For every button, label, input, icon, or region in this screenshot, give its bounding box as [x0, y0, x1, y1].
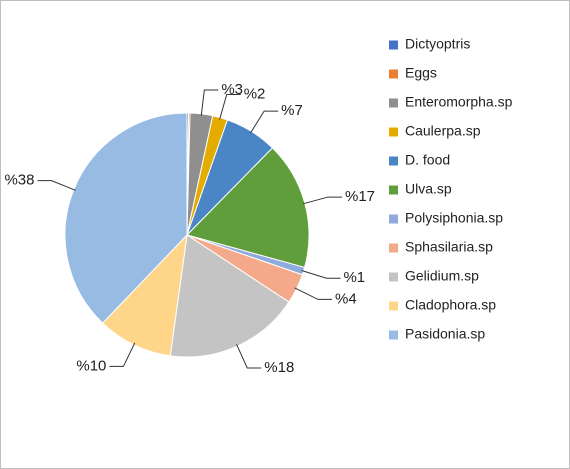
leader-line	[250, 110, 279, 134]
data-label: %4	[335, 290, 357, 307]
legend-label: Cladophora.sp	[405, 297, 496, 313]
legend-swatch	[389, 330, 398, 340]
legend-swatch	[389, 69, 398, 79]
data-label: %1	[343, 269, 365, 286]
leader-line	[302, 196, 342, 205]
data-label: %38	[4, 172, 34, 189]
legend-swatch	[389, 40, 398, 50]
legend-swatch	[389, 272, 398, 282]
data-label: %3	[221, 81, 243, 98]
legend-label: Eggs	[405, 65, 437, 81]
data-label: %17	[345, 188, 375, 205]
legend-label: Sphasilaria.sp	[405, 239, 493, 255]
legend-label: Gelidium.sp	[405, 268, 479, 284]
legend-swatch	[389, 301, 398, 311]
data-label: %2	[244, 85, 266, 102]
data-label: %7	[281, 102, 303, 119]
legend-swatch	[389, 156, 398, 166]
leader-line	[236, 344, 262, 369]
data-label: %10	[76, 357, 106, 374]
leader-line	[294, 287, 333, 300]
leader-line	[37, 180, 76, 191]
leader-line	[301, 270, 341, 279]
leader-line	[219, 94, 241, 120]
legend-label: Caulerpa.sp	[405, 123, 481, 139]
legend-label: Polysiphonia.sp	[405, 210, 503, 226]
data-label: %18	[264, 359, 294, 376]
legend-swatch	[389, 243, 398, 253]
legend-label: Ulva.sp	[405, 181, 452, 197]
legend-swatch	[389, 214, 398, 224]
legend-label: D. food	[405, 152, 450, 168]
legend-swatch	[389, 185, 398, 195]
legend-label: Pasidonia.sp	[405, 326, 485, 342]
legend-label: Dictyoptris	[405, 36, 470, 52]
legend-swatch	[389, 98, 398, 108]
leader-line	[200, 89, 219, 116]
legend-label: Enteromorpha.sp	[405, 94, 513, 110]
leader-line	[109, 342, 136, 367]
legend-swatch	[389, 127, 398, 137]
